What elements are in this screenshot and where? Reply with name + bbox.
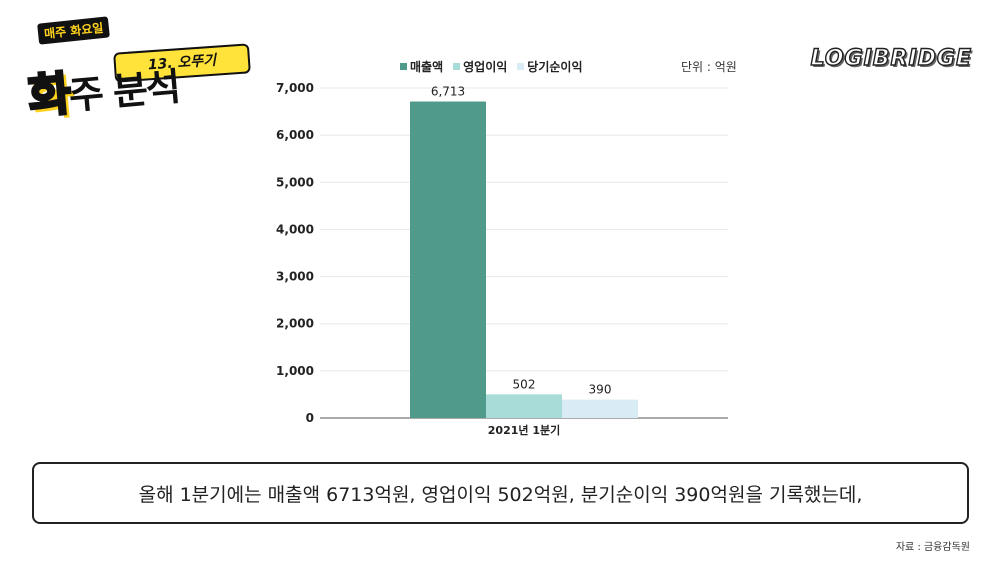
- legend-item-operating-profit: 영업이익: [453, 58, 507, 75]
- y-tick-label: 1,000: [276, 364, 314, 378]
- legend-label-operating-profit: 영업이익: [463, 60, 508, 74]
- data-label: 390: [589, 383, 612, 397]
- source-note: 자료 : 금융감독원: [895, 542, 970, 553]
- legend-swatch-operating-profit: [453, 63, 461, 70]
- data-label: 502: [513, 377, 536, 391]
- legend-swatch-revenue: [400, 63, 407, 70]
- y-tick-label: 2,000: [276, 317, 314, 331]
- chart-legend: 매출액 영업이익 당기순이익: [400, 58, 583, 75]
- y-tick-label: 3,000: [276, 270, 314, 284]
- brand-logo: LOGIBRIDGE: [810, 45, 972, 71]
- legend-item-net-profit: 당기순이익: [517, 58, 583, 75]
- legend-label-revenue: 매출액: [410, 60, 444, 74]
- y-tick-label: 7,000: [276, 81, 314, 95]
- y-tick-label: 4,000: [276, 222, 314, 236]
- data-label: 6,713: [431, 85, 465, 99]
- bar-0: [410, 101, 486, 418]
- x-tick-label: 2021년 1분기: [488, 423, 560, 437]
- legend-swatch-net-profit: [517, 63, 525, 70]
- unit-label: 단위 : 억원: [681, 60, 737, 74]
- y-tick-label: 5,000: [276, 175, 314, 189]
- bar-1: [486, 394, 562, 418]
- y-tick-label: 6,000: [276, 128, 314, 142]
- bar-2: [562, 399, 638, 418]
- y-tick-label: 0: [306, 411, 314, 425]
- caption-text: 올해 1분기에는 매출액 6713억원, 영업이익 502억원, 분기순이익 3…: [138, 483, 863, 506]
- legend-item-revenue: 매출액: [400, 58, 443, 75]
- legend-label-net-profit: 당기순이익: [527, 60, 583, 74]
- caption-box: 올해 1분기에는 매출액 6713억원, 영업이익 502억원, 분기순이익 3…: [32, 462, 969, 524]
